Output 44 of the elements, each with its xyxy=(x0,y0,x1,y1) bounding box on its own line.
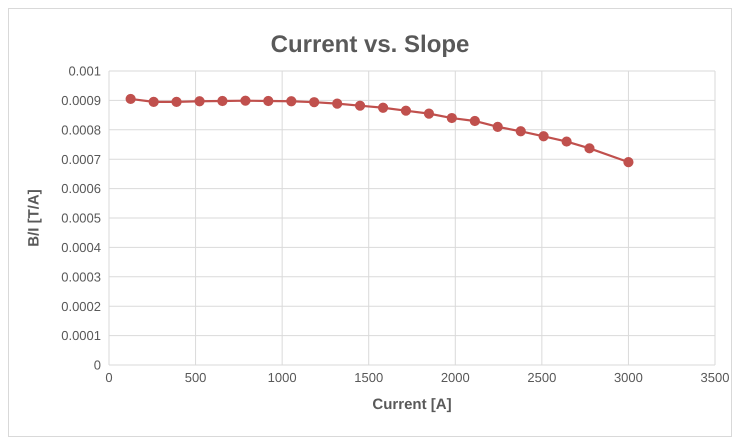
point xyxy=(623,157,634,168)
y-tick-label: 0.0004 xyxy=(61,240,101,256)
x-tick-label: 3000 xyxy=(614,370,643,386)
point xyxy=(309,97,320,108)
x-tick-label: 2500 xyxy=(527,370,556,386)
point xyxy=(354,100,366,111)
point xyxy=(263,96,274,106)
x-tick-label: 1000 xyxy=(268,370,297,386)
point xyxy=(194,96,205,106)
point xyxy=(516,126,526,136)
point xyxy=(126,94,136,104)
x-tick-label: 2000 xyxy=(440,370,470,386)
x-axis-title: Current [A] xyxy=(372,396,452,413)
chart-title: Current vs. Slope xyxy=(270,31,470,59)
y-tick-label: 0.0005 xyxy=(61,210,101,226)
point xyxy=(332,98,342,109)
point xyxy=(400,106,412,116)
point xyxy=(171,96,182,107)
y-tick-label: 0.0003 xyxy=(61,269,101,284)
point xyxy=(286,96,296,106)
point xyxy=(240,96,251,106)
y-tick-label: 0.0007 xyxy=(61,152,101,167)
y-tick-label: 0 xyxy=(94,358,101,373)
y-tick-label: 0.0009 xyxy=(61,93,101,108)
point xyxy=(538,131,549,142)
y-tick-label: 0.0006 xyxy=(61,181,101,196)
point xyxy=(378,102,388,113)
point xyxy=(584,143,595,154)
point xyxy=(148,96,159,107)
y-tick-label: 0.0001 xyxy=(61,328,101,344)
y-tick-label: 0.0008 xyxy=(61,122,101,138)
y-tick-label: 0.0002 xyxy=(61,298,101,314)
x-tick-label: 1500 xyxy=(354,370,384,386)
x-tick-label: 0 xyxy=(105,370,113,386)
x-tick-label: 3500 xyxy=(700,370,730,386)
x-tick-label: 500 xyxy=(184,370,206,386)
point xyxy=(446,112,457,124)
point xyxy=(217,96,228,106)
point xyxy=(492,122,503,132)
y-axis-title: B/I [T/A] xyxy=(25,189,42,247)
point xyxy=(470,116,480,126)
point xyxy=(424,108,434,119)
y-tick-label: 0.001 xyxy=(68,64,101,79)
point xyxy=(562,136,572,147)
